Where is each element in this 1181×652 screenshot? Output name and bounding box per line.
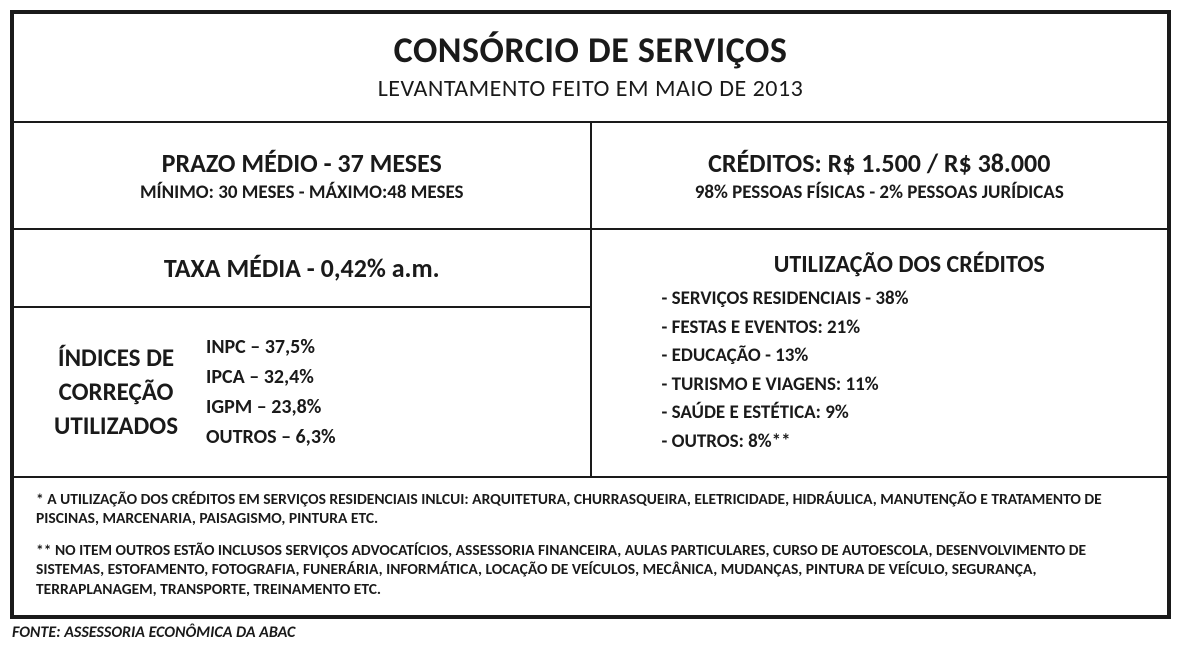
left-column: TAXA MÉDIA - 0,42% a.m. ÍNDICES DE CORRE… (13, 229, 591, 477)
prazo-sub: MÍNIMO: 30 MESES - MÁXIMO:48 MESES (24, 181, 580, 204)
list-item: IPCA – 32,4% (206, 362, 336, 392)
indices-title: ÍNDICES DE CORREÇÃO UTILIZADOS (54, 341, 178, 442)
row-detail: TAXA MÉDIA - 0,42% a.m. ÍNDICES DE CORRE… (13, 229, 1168, 477)
list-item: - SAÚDE E ESTÉTICA: 9% (662, 399, 1158, 428)
list-item: - FESTAS E EVENTOS: 21% (662, 314, 1158, 343)
taxa-title: TAXA MÉDIA - 0,42% a.m. (164, 252, 440, 284)
list-item: OUTROS – 6,3% (206, 422, 336, 452)
footnote-1: * A UTILIZAÇÃO DOS CRÉDITOS EM SERVIÇOS … (36, 490, 1145, 529)
list-item: IGPM – 23,8% (206, 392, 336, 422)
header-row: CONSÓRCIO DE SERVIÇOS LEVANTAMENTO FEITO… (13, 13, 1168, 122)
main-title: CONSÓRCIO DE SERVIÇOS (24, 28, 1157, 72)
source-line: FONTE: ASSESSORIA ECONÔMICA DA ABAC (10, 623, 1171, 642)
row-prazo-creditos: PRAZO MÉDIO - 37 MESES MÍNIMO: 30 MESES … (13, 122, 1168, 229)
indices-title-l2: CORREÇÃO (54, 375, 178, 409)
prazo-title: PRAZO MÉDIO - 37 MESES (24, 147, 580, 179)
list-item: - TURISMO E VIAGENS: 11% (662, 371, 1158, 400)
indices-list: INPC – 37,5% IPCA – 32,4% IGPM – 23,8% O… (206, 332, 336, 452)
list-item: - SERVIÇOS RESIDENCIAIS - 38% (662, 285, 1158, 314)
list-item: INPC – 37,5% (206, 332, 336, 362)
creditos-title: CRÉDITOS: R$ 1.500 / R$ 38.000 (602, 147, 1158, 179)
list-item: - OUTROS: 8%** (662, 428, 1158, 457)
creditos-sub: 98% PESSOAS FÍSICAS - 2% PESSOAS JURÍDIC… (602, 181, 1158, 204)
indices-title-l3: UTILIZADOS (54, 409, 178, 443)
indices-cell: ÍNDICES DE CORREÇÃO UTILIZADOS INPC – 37… (13, 307, 591, 477)
utilizacao-cell: UTILIZAÇÃO DOS CRÉDITOS - SERVIÇOS RESID… (591, 229, 1169, 477)
list-item: - EDUCAÇÃO - 13% (662, 342, 1158, 371)
utilizacao-title: UTILIZAÇÃO DOS CRÉDITOS (662, 250, 1158, 279)
taxa-cell: TAXA MÉDIA - 0,42% a.m. (13, 229, 591, 307)
utilizacao-list: - SERVIÇOS RESIDENCIAIS - 38% - FESTAS E… (662, 285, 1158, 456)
indices-title-l1: ÍNDICES DE (54, 341, 178, 375)
infographic-table: CONSÓRCIO DE SERVIÇOS LEVANTAMENTO FEITO… (10, 10, 1171, 619)
footnotes-cell: * A UTILIZAÇÃO DOS CRÉDITOS EM SERVIÇOS … (13, 477, 1168, 616)
creditos-cell: CRÉDITOS: R$ 1.500 / R$ 38.000 98% PESSO… (591, 122, 1169, 229)
prazo-cell: PRAZO MÉDIO - 37 MESES MÍNIMO: 30 MESES … (13, 122, 591, 229)
footnote-2: ** NO ITEM OUTROS ESTÃO INCLUSOS SERVIÇO… (36, 541, 1145, 599)
sub-title: LEVANTAMENTO FEITO EM MAIO DE 2013 (24, 74, 1157, 103)
